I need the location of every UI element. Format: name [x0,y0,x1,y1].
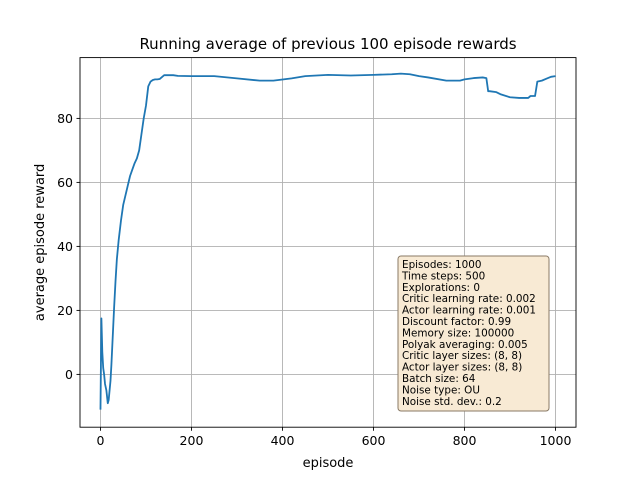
x-tick-label: 800 [453,433,477,448]
x-tick-label: 400 [271,433,295,448]
y-tick-label: 60 [57,175,73,190]
info-box-line: Episodes: 1000 [402,259,481,271]
y-axis-title: average episode reward [33,164,48,321]
info-box-line: Actor layer sizes: (8, 8) [402,362,522,374]
x-axis-title: episode [303,456,354,471]
info-box-line: Time steps: 500 [401,270,485,282]
chart-title: Running average of previous 100 episode … [139,35,516,53]
info-box-line: Actor learning rate: 0.001 [402,305,536,317]
x-axis-ticks: 0 200 400 600 800 1000 [97,427,572,448]
x-tick-label: 0 [97,433,105,448]
y-tick-label: 20 [57,303,73,318]
x-tick-label: 600 [362,433,386,448]
info-box-line: Critic learning rate: 0.002 [402,293,536,305]
info-box-line: Memory size: 100000 [402,327,514,339]
plot-frame [79,57,577,428]
info-box-line: Explorations: 0 [402,282,480,294]
info-box-line: Noise std. dev.: 0.2 [402,396,502,408]
info-box-background [397,255,550,412]
y-tick-label: 80 [57,111,73,126]
info-box-line: Noise type: OU [402,384,480,396]
y-axis-ticks: 0 20 40 60 80 [57,111,80,382]
series-layer [99,72,556,410]
info-box-line: Polyak averaging: 0.005 [402,339,528,351]
x-tick-label: 1000 [540,433,572,448]
y-tick-label: 40 [57,239,73,254]
info-box-line: Critic layer sizes: (8, 8) [402,350,522,362]
x-tick-label: 200 [180,433,204,448]
y-tick-label: 0 [65,367,73,382]
info-box-line: Discount factor: 0.99 [402,316,511,328]
grid-lines [80,57,576,428]
info-box-line: Batch size: 64 [402,373,476,385]
reward-series-line [99,72,556,410]
